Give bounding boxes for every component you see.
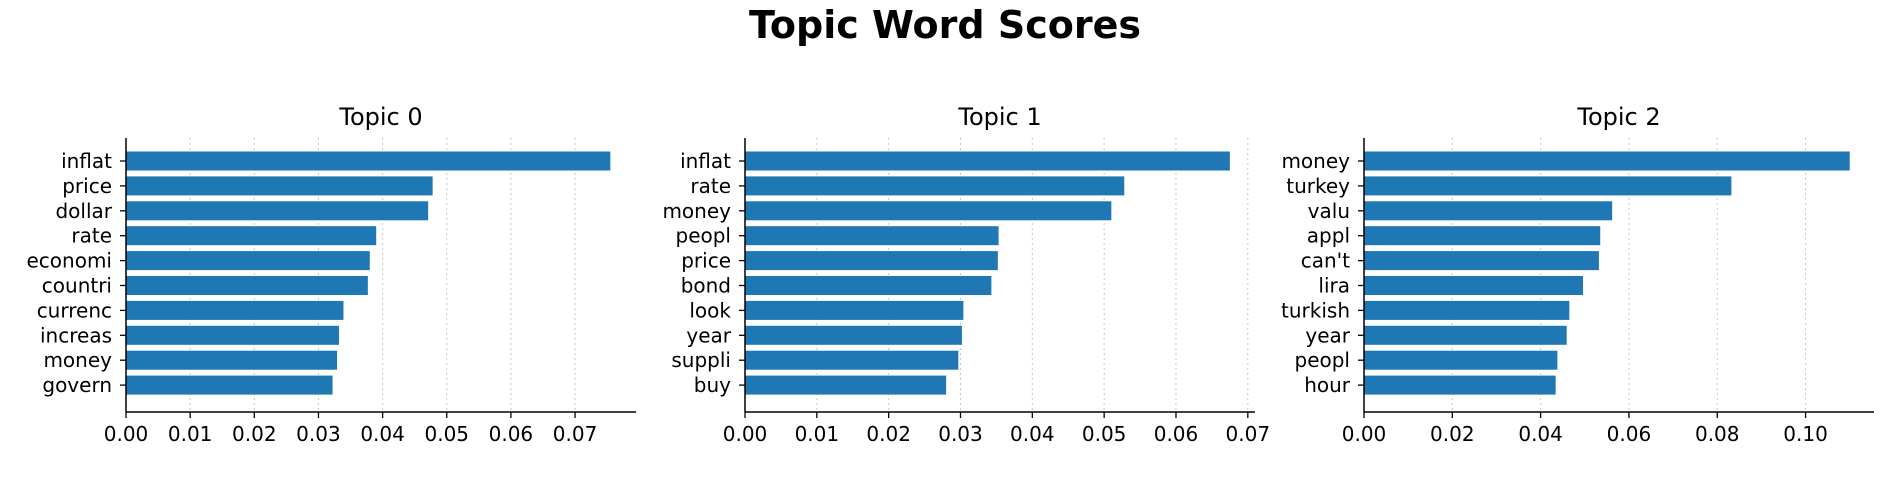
bar [1364,251,1599,271]
x-tick-label: 0.03 [938,422,983,446]
bar [745,276,992,295]
x-tick-label: 0.00 [1342,422,1387,446]
bar [745,350,959,370]
category-label: buy [694,373,731,397]
category-label: year [1305,323,1350,347]
chart-panels: Topic 0inflatpricedollarrateeconomicount… [27,103,1874,446]
category-label: peopl [676,224,732,248]
x-tick-label: 0.04 [360,422,405,446]
bar [745,151,1230,171]
category-label: year [686,323,731,347]
bar [126,151,611,171]
bar [745,251,998,271]
category-label: appl [1307,224,1350,248]
x-tick-label: 0.06 [1607,422,1652,446]
bar [126,375,333,395]
panel-title: Topic 1 [957,103,1041,131]
panel-title: Topic 0 [338,103,422,131]
bar [1364,176,1732,196]
x-tick-label: 0.00 [723,422,768,446]
bar [126,325,339,345]
bar [745,226,999,246]
category-label: economi [27,249,113,273]
x-tick-label: 0.01 [168,422,213,446]
category-label: inflat [61,149,112,173]
bar [1364,201,1613,221]
category-label: rate [690,174,731,198]
category-label: valu [1308,199,1350,223]
category-label: bond [681,274,731,298]
bar [126,251,370,271]
category-label: can't [1301,249,1350,273]
bar [745,375,947,395]
topic-panel-2: Topic 2 moneyturkeyvaluapplcan'tliraturki… [1281,103,1874,446]
x-tick-label: 0.06 [489,422,534,446]
category-label: rate [71,224,112,248]
bar [126,226,377,246]
category-label: suppli [671,348,731,372]
bar [126,300,344,320]
figure-title: Topic Word Scores [749,3,1141,47]
bar [745,201,1112,221]
bar [1364,276,1584,295]
bar [1364,325,1567,345]
x-tick-label: 0.04 [1518,422,1563,446]
x-tick-label: 0.08 [1695,422,1740,446]
x-tick-label: 0.02 [866,422,911,446]
category-label: govern [42,373,112,397]
x-tick-label: 0.03 [296,422,341,446]
bar [126,276,368,295]
panel-title: Topic 2 [1576,103,1660,131]
x-tick-label: 0.07 [1226,422,1271,446]
bar [126,350,338,370]
bar [745,300,964,320]
category-label: price [62,174,112,198]
bar [1364,226,1601,246]
topic-panel-0: Topic 0 inflatpricedollarrateeconomicount… [27,103,636,446]
bar [1364,300,1570,320]
category-label: look [689,298,731,322]
bar [745,176,1125,196]
bar [1364,350,1558,370]
x-tick-label: 0.10 [1783,422,1828,446]
x-tick-label: 0.01 [795,422,840,446]
bar [126,176,433,196]
category-label: increas [40,323,112,347]
category-label: dollar [55,199,112,223]
category-label: money [1281,149,1350,173]
category-label: turkish [1281,298,1350,322]
x-tick-label: 0.05 [1082,422,1127,446]
bar [1364,375,1556,395]
x-tick-label: 0.06 [1154,422,1199,446]
category-label: hour [1304,373,1351,397]
category-label: price [681,249,731,273]
x-tick-label: 0.02 [232,422,277,446]
x-tick-label: 0.05 [424,422,469,446]
x-tick-label: 0.02 [1430,422,1475,446]
bar [126,201,429,221]
x-tick-label: 0.07 [553,422,598,446]
category-label: inflat [680,149,731,173]
x-tick-label: 0.04 [1010,422,1055,446]
category-label: lira [1318,274,1350,298]
bar [1364,151,1850,171]
category-label: money [43,348,112,372]
bar [745,325,962,345]
topic-panel-1: Topic 1 inflatratemoneypeoplpricebondlook… [662,103,1270,446]
x-tick-label: 0.00 [104,422,149,446]
category-label: money [662,199,731,223]
category-label: countri [42,274,112,298]
category-label: turkey [1286,174,1350,198]
category-label: currenc [37,298,112,322]
category-label: peopl [1295,348,1351,372]
